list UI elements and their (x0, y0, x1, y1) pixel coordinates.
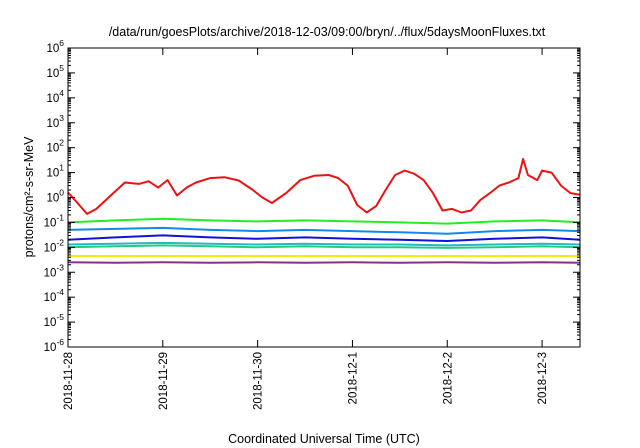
series-line (67, 217, 581, 225)
y-tick-label: 104 (46, 88, 64, 105)
x-tick-label: 2018-11-29 (158, 352, 170, 410)
x-axis: 2018-11-28 2018-11-29 2018-11-30 2018-12-1 2… (63, 48, 549, 410)
y-tick-label: 10-1 (44, 212, 65, 229)
x-tick-label: 2018-11-28 (63, 352, 75, 410)
y-tick-label: 10-3 (44, 262, 65, 279)
y-tick-label: 102 (46, 138, 64, 155)
y-tick-label: 10-4 (44, 287, 65, 304)
y-tick-label: 106 (46, 38, 64, 55)
series-line (67, 241, 581, 247)
series-line (67, 261, 581, 264)
y-tick-label: 10-6 (44, 337, 65, 354)
y-tick-label: 101 (46, 163, 64, 180)
y-tick-label: 105 (46, 63, 64, 80)
y-tick-label: 10-2 (44, 237, 65, 254)
series-line (67, 226, 581, 235)
series-line (67, 244, 581, 249)
y-axis: 10-6 10-5 10-4 10-3 10-2 10-1 100 101 102 103 104 1… (44, 38, 580, 354)
plot-frame (67, 47, 581, 348)
x-tick-label: 2018-12-3 (537, 352, 549, 404)
chart-title: /data/run/goesPlots/archive/2018-12-03/0… (109, 25, 546, 39)
x-tick-label: 2018-11-30 (253, 352, 265, 410)
series-layer (67, 158, 581, 264)
x-tick-label: 2018-12-2 (442, 352, 454, 404)
series-line (67, 234, 581, 242)
x-tick-label: 2018-12-1 (347, 352, 359, 404)
series-line (67, 158, 581, 215)
y-axis-label: protons/cm²-s-sr-MeV (22, 136, 36, 258)
x-axis-label: Coordinated Universal Time (UTC) (228, 432, 420, 446)
y-tick-label: 103 (46, 113, 64, 130)
y-tick-label: 10-5 (44, 312, 65, 329)
y-tick-label: 100 (46, 188, 64, 205)
